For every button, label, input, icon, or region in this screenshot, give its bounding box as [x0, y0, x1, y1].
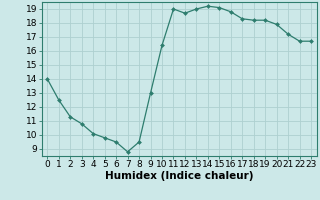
X-axis label: Humidex (Indice chaleur): Humidex (Indice chaleur)	[105, 171, 253, 181]
